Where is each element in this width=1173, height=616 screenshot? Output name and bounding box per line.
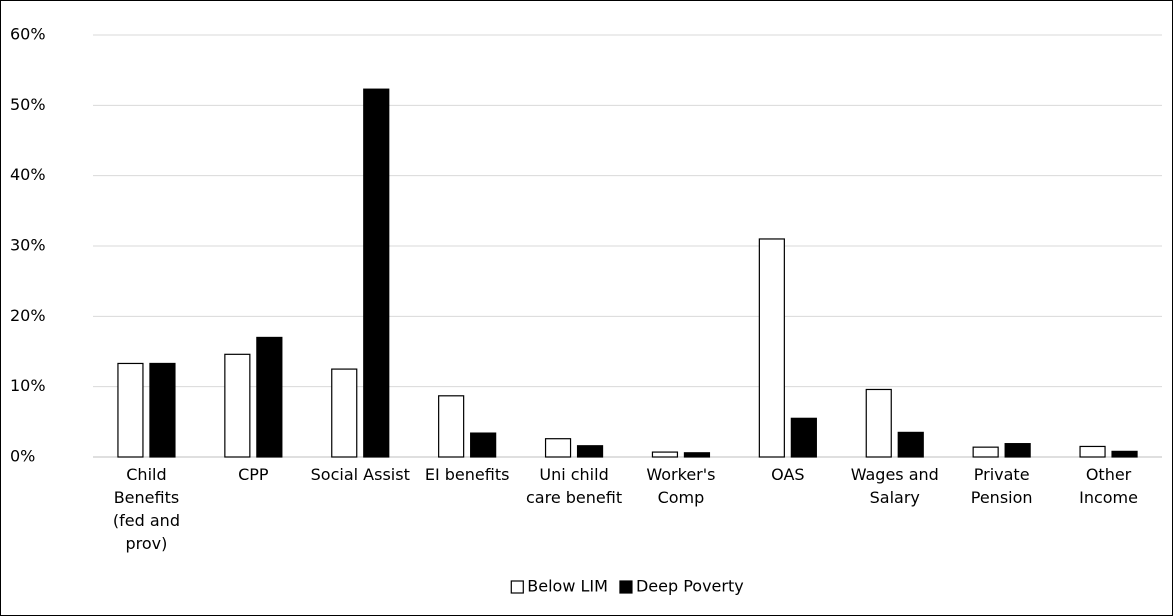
bar [149, 362, 176, 458]
bar [972, 446, 999, 458]
legend-label: Below LIM [527, 577, 608, 596]
bar [224, 353, 251, 458]
bar [438, 395, 465, 458]
bar [1111, 450, 1138, 458]
y-tick-label: 40% [10, 165, 46, 184]
bar [363, 88, 390, 458]
bar [576, 445, 604, 458]
x-tick-label: Worker's Comp [646, 465, 716, 507]
x-tick-label: Child Benefits (fed and prov) [112, 465, 180, 553]
bar [256, 336, 283, 458]
y-tick-label: 0% [10, 447, 35, 466]
legend-label: Deep Poverty [636, 577, 744, 596]
y-tick-label: 10% [10, 376, 46, 395]
x-tick-label: Other Income [1079, 465, 1138, 507]
y-tick-label: 20% [10, 306, 46, 325]
bar [790, 417, 817, 458]
bar [117, 362, 144, 458]
legend-swatch [510, 580, 524, 594]
bar [544, 438, 572, 458]
bar [1004, 443, 1031, 458]
x-tick-label: Uni child care benefit [526, 465, 623, 507]
bar [865, 388, 892, 458]
x-tick-label: EI benefits [424, 465, 510, 484]
y-tick-label: 60% [10, 25, 46, 44]
x-tick-label: OAS [771, 465, 805, 484]
bar [1079, 445, 1106, 458]
bar [758, 238, 785, 458]
legend-swatch [619, 580, 633, 594]
bar [897, 431, 924, 458]
x-tick-label: CPP [238, 465, 269, 484]
y-tick-label: 50% [10, 95, 46, 114]
bar [651, 451, 679, 458]
x-tick-label: Private Pension [970, 465, 1033, 507]
bar [470, 432, 497, 458]
y-tick-label: 30% [10, 236, 46, 255]
bar [683, 452, 711, 458]
x-tick-label: Wages and Salary [850, 465, 939, 507]
x-tick-label: Social Assist [310, 465, 410, 484]
bar [331, 368, 358, 458]
